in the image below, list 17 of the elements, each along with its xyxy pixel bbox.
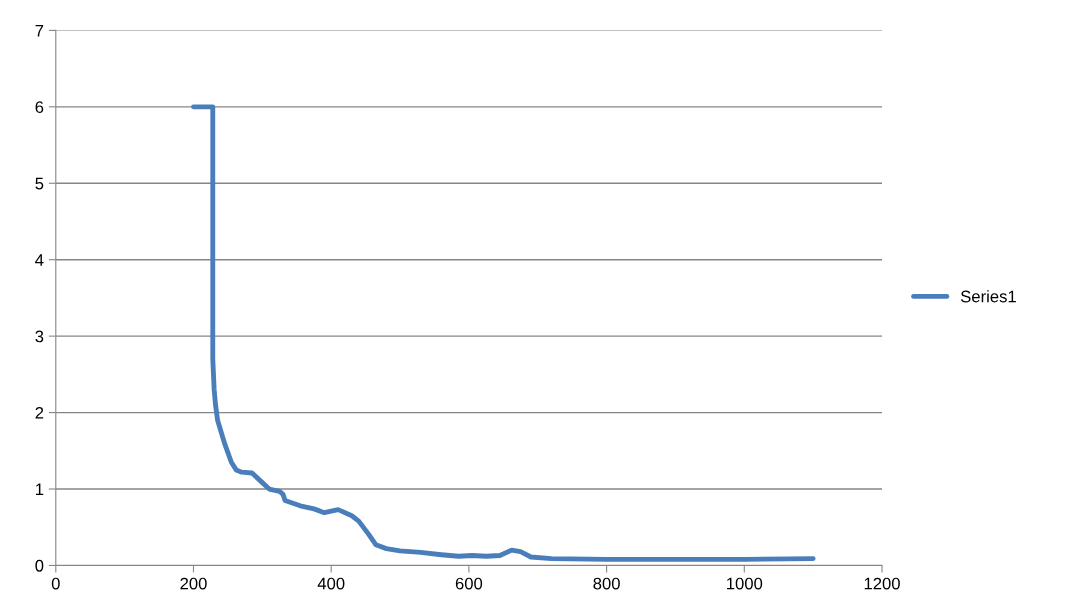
x-tick-label: 1200 <box>864 577 900 590</box>
y-tick-label: 7 <box>35 24 44 37</box>
y-tick-label: 5 <box>35 177 44 190</box>
x-tick-label: 600 <box>455 577 483 590</box>
y-tick-label: 0 <box>35 559 44 572</box>
x-tick-label: 0 <box>51 577 60 590</box>
legend-label: Series1 <box>960 290 1016 303</box>
x-tick-label: 1000 <box>727 577 763 590</box>
x-tick-label: 400 <box>317 577 345 590</box>
x-tick-label: 800 <box>593 577 620 590</box>
y-tick-label: 1 <box>35 483 44 496</box>
y-tick-label: 6 <box>35 101 44 114</box>
line-series <box>191 104 816 562</box>
x-tick-label: 200 <box>180 577 207 590</box>
y-tick-label: 4 <box>35 254 44 266</box>
y-tick-label: 2 <box>35 406 44 419</box>
y-tick-label: 3 <box>35 330 44 343</box>
